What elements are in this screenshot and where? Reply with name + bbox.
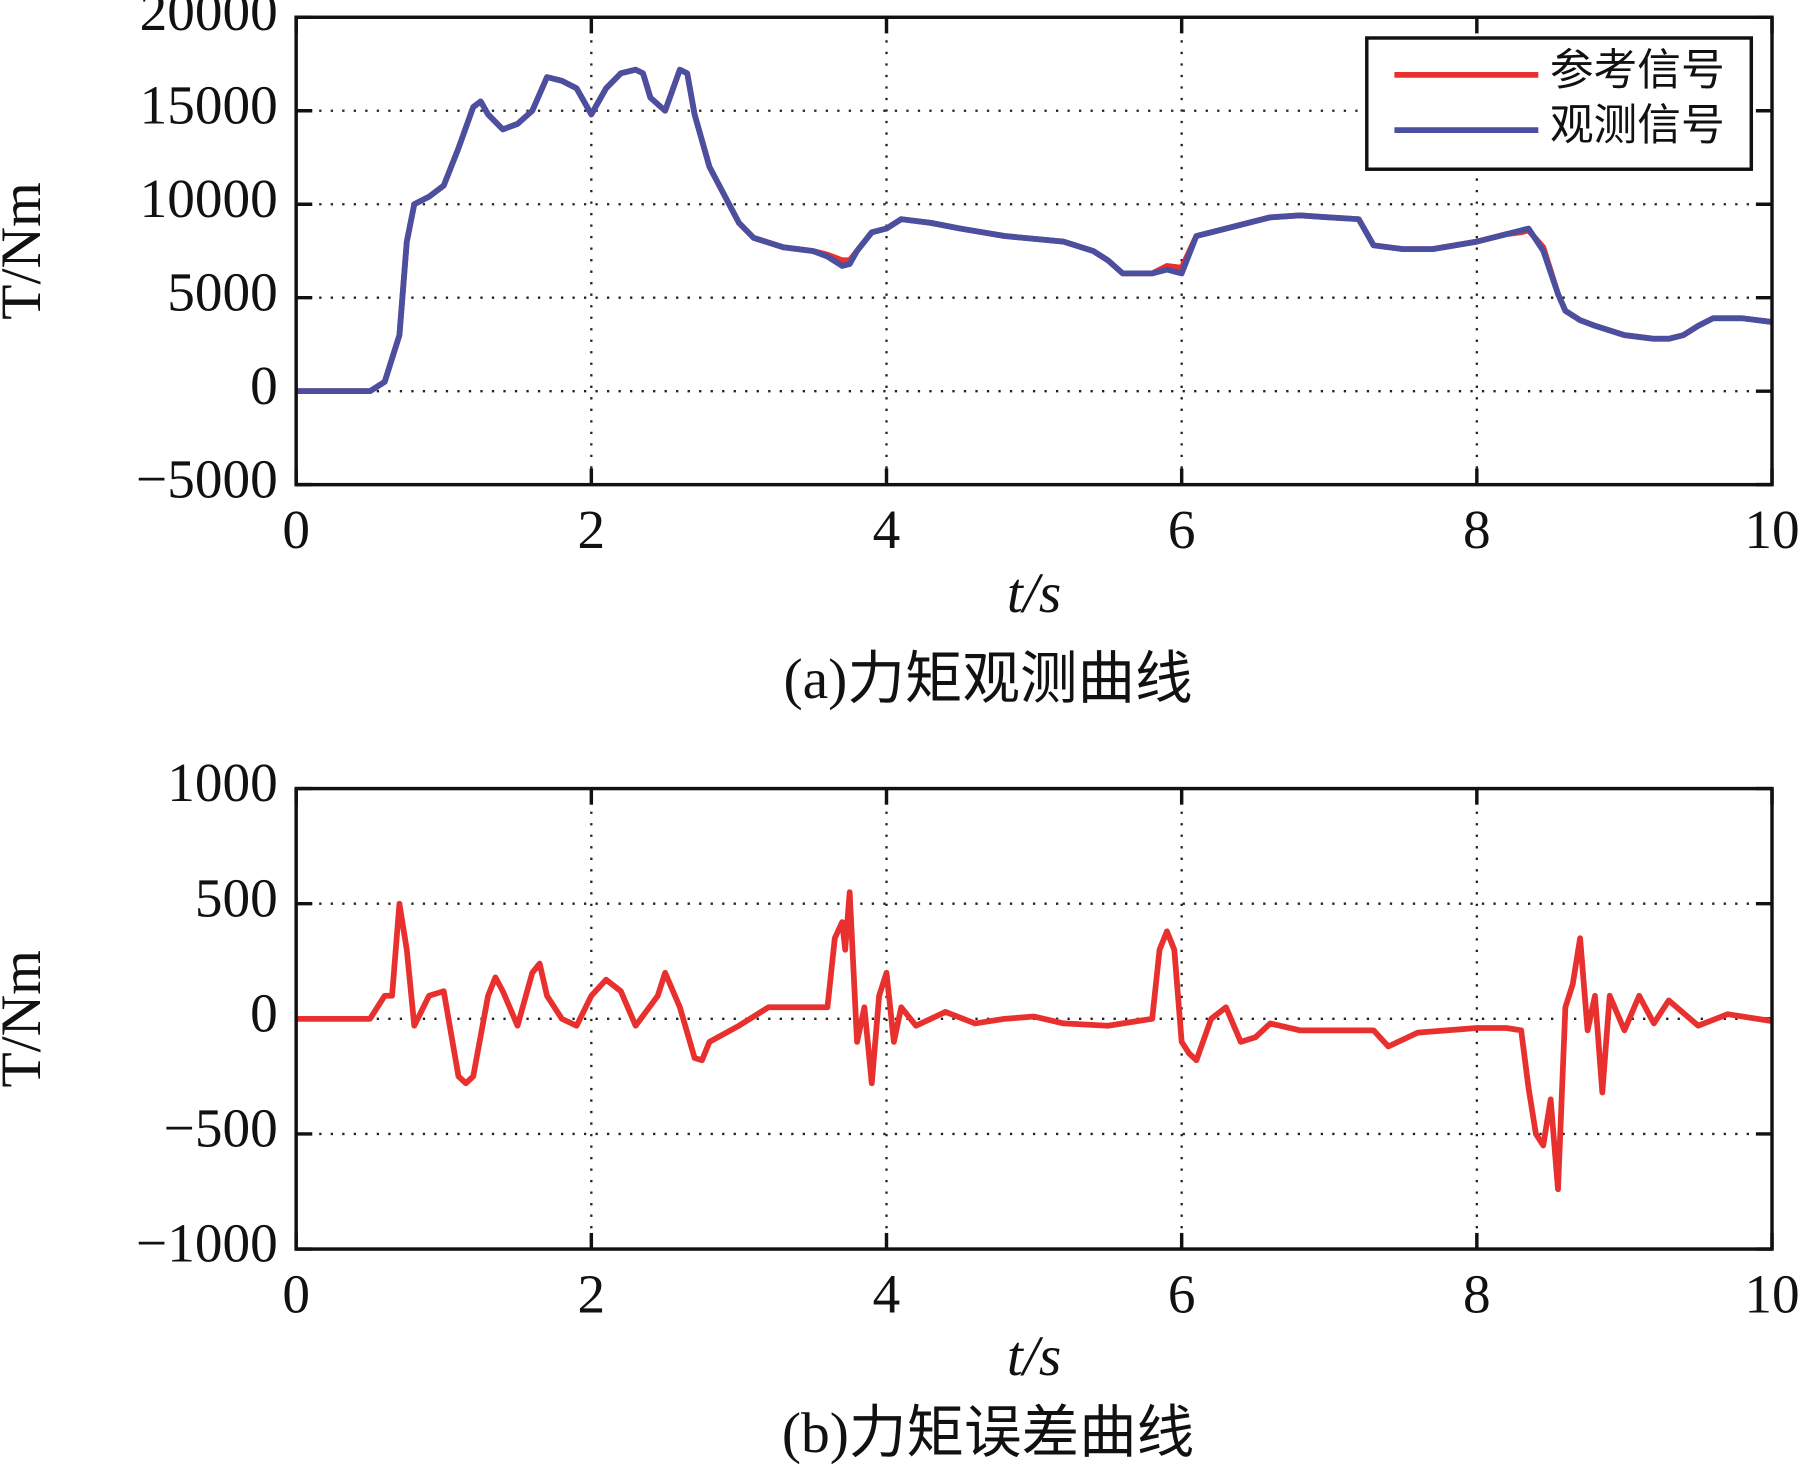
x-tick-label: 2 — [578, 1263, 606, 1324]
chart-caption: (a)力矩观测曲线 — [783, 648, 1192, 711]
y-tick-label: −500 — [164, 1098, 278, 1159]
x-tick-label: 2 — [578, 499, 606, 560]
x-tick-label: 8 — [1463, 1263, 1491, 1324]
x-tick-label: 6 — [1168, 499, 1196, 560]
chart-caption: (b)力矩误差曲线 — [782, 1402, 1194, 1465]
legend-label: 参考信号 — [1550, 47, 1725, 95]
x-axis-label: t/s — [1007, 1325, 1061, 1388]
x-tick-label: 4 — [873, 1263, 901, 1324]
legend-label: 观测信号 — [1550, 102, 1725, 150]
y-tick-label: −1000 — [136, 1213, 278, 1274]
x-tick-label: 10 — [1744, 499, 1799, 560]
line-series — [296, 66, 1773, 395]
plot-frame — [294, 786, 1774, 1251]
x-tick-label: 0 — [282, 1263, 310, 1324]
y-axis-label: T/Nm — [0, 182, 53, 319]
x-tick-label: 8 — [1463, 499, 1491, 560]
x-tick-label: 0 — [282, 499, 310, 560]
y-tick-label: 0 — [250, 982, 278, 1043]
legend-box — [1365, 36, 1754, 171]
x-tick-label: 6 — [1168, 1263, 1196, 1324]
y-tick-label: 20000 — [140, 0, 278, 42]
y-tick-label: 15000 — [140, 74, 278, 135]
y-tick-label: 500 — [195, 867, 278, 928]
y-tick-label: 10000 — [140, 168, 278, 229]
y-tick-label: 0 — [250, 355, 278, 416]
x-axis-label: t/s — [1007, 562, 1061, 625]
y-tick-label: −5000 — [136, 448, 278, 509]
y-axis-label: T/Nm — [0, 950, 53, 1087]
x-tick-label: 10 — [1744, 1263, 1799, 1324]
line-series — [296, 889, 1773, 1193]
x-tick-label: 4 — [873, 499, 901, 560]
y-tick-label: 1000 — [167, 752, 277, 813]
y-tick-label: 5000 — [167, 261, 277, 322]
plot-frame — [294, 15, 1774, 487]
